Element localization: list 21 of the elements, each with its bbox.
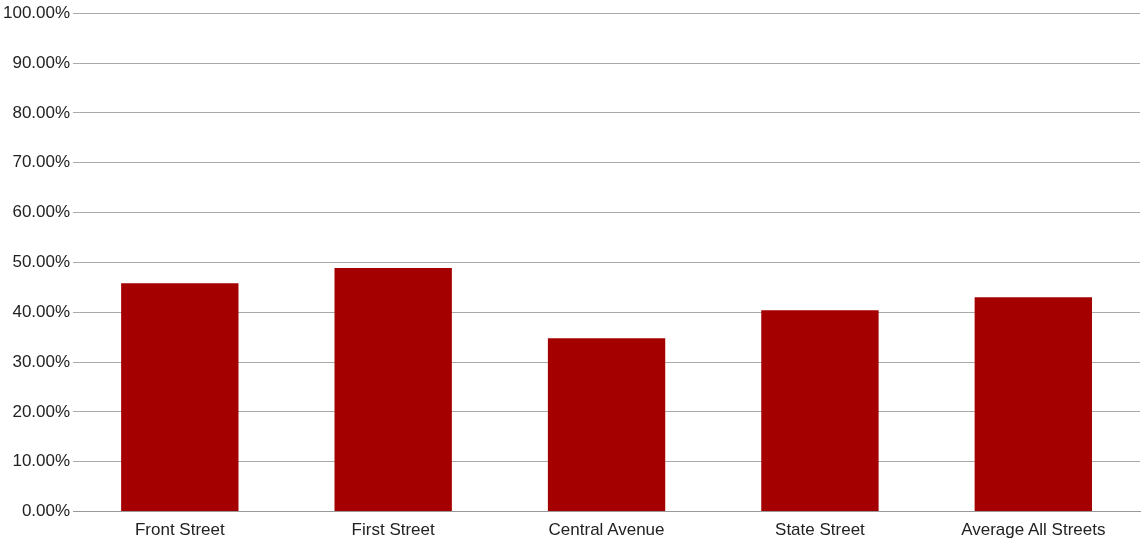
x-tick-label: State Street: [775, 520, 866, 540]
bar: [334, 267, 452, 512]
bar: [974, 297, 1092, 512]
bar: [761, 310, 879, 512]
y-tick-label: 20.00%: [12, 401, 71, 421]
y-tick-label: 80.00%: [12, 102, 71, 122]
y-tick-label: 0.00%: [21, 501, 71, 521]
y-tick-label: 10.00%: [12, 451, 71, 471]
x-tick-label: Front Street: [134, 520, 225, 540]
x-tick-label: Central Avenue: [548, 520, 665, 540]
y-tick-label: 70.00%: [12, 152, 71, 172]
y-tick-label: 30.00%: [12, 351, 71, 371]
y-tick-label: 100.00%: [2, 2, 71, 22]
y-tick-label: 50.00%: [12, 252, 71, 272]
bar: [547, 338, 666, 512]
x-tick-label: First Street: [351, 520, 436, 540]
x-tick-label: Average All Streets: [961, 520, 1106, 540]
bar: [121, 283, 239, 512]
y-tick-label: 60.00%: [12, 202, 71, 222]
y-tick-label: 40.00%: [12, 301, 71, 321]
y-tick-label: 90.00%: [12, 52, 71, 72]
